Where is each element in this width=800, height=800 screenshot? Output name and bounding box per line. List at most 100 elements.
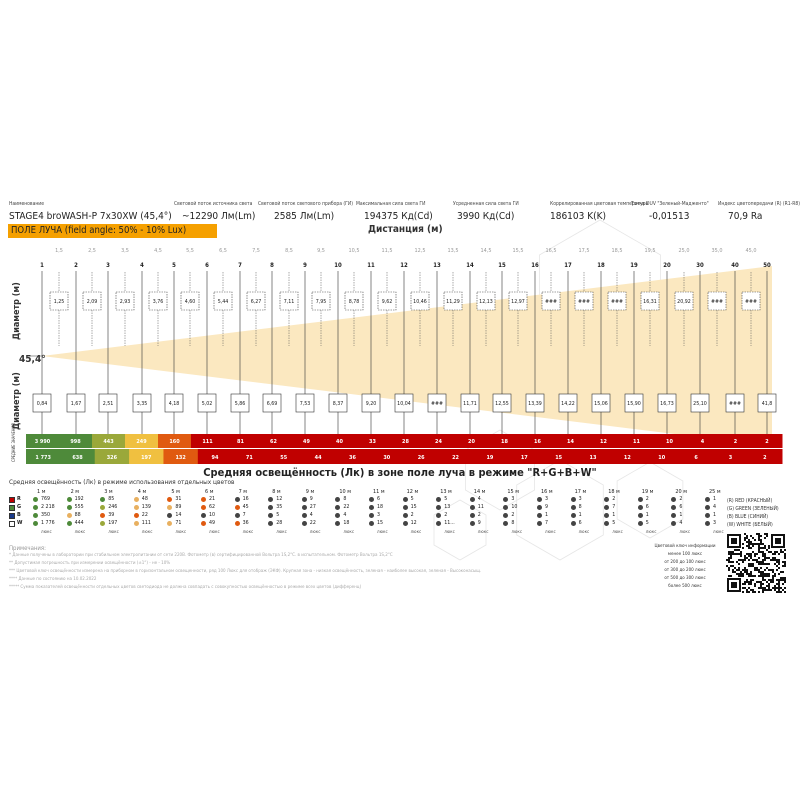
diameter-top-value: 4,60 [185,299,196,305]
lux-dot [671,521,677,526]
lux-dot [503,497,509,502]
diameter-bottom-value: 5,86 [235,401,246,407]
diameter-bottom-box [657,393,677,413]
header-value: 186103 K(K) [550,211,607,222]
diameter-top-box [213,291,233,311]
legend-lux-value: 45 [242,504,249,510]
lux-dot [100,521,106,526]
legend-distance: 11 м [373,489,385,495]
legend-lux-value: 7 [242,512,246,518]
scale-key-item: Цветовой ключ информации [654,544,716,549]
legend-lux-value: 39 [108,512,115,518]
legend-lux-value: 2 [410,512,414,518]
diameter-bottom-value: 12,55 [495,401,509,407]
half-distance-label: 7,5 [252,248,260,254]
diameter-bottom-box [361,393,381,413]
distance-label: 14 [466,262,474,269]
legend-distance: 2 м [70,489,80,495]
distance-label: 15 [498,262,506,269]
lux-unit-label: люкс [612,530,623,535]
legend-lux-value: 5 [410,496,414,502]
beam-fill [42,266,772,446]
legend-lux-value: 14 [175,512,182,518]
legend-lux-value: 9 [309,496,313,502]
diameter-bottom-value: 0,84 [37,401,48,407]
half-distance-label: 35,0 [711,248,722,254]
legend-lux-value: 6 [645,504,649,510]
lux-dot [66,505,72,510]
lux-upper-value: 11 [633,439,640,445]
legend-lux-value: 2 [444,512,448,518]
legend-lux-value: 15 [410,504,417,510]
lux-dot [33,521,38,526]
lux-lower-value: 1 773 [35,455,51,461]
legend-lux-value: 4 [713,504,717,510]
header-value: STAGE4 broWASH-P 7x30XW (45,4°) [9,211,172,222]
diameter-bottom-box [197,393,217,413]
lux-dot [671,513,677,518]
lux-dot [537,497,542,502]
legend-lux-value: 1 [713,496,717,502]
lux-upper-bar [191,434,225,448]
lux-upper-bar [290,434,324,448]
lux-unit-label: люкс [578,530,590,535]
lux-dot [402,513,408,518]
lux-lower-value: 12 [624,455,631,461]
diameter-top-box [674,291,694,311]
half-distance-labels: 1,5 2,5 3,5 4,5 5,5 6,5 7,5 8,5 9,5 10,5 11,5 12,5 1… [55,248,756,254]
diameter-label-top: Диаметр (м) [12,282,22,340]
diameter-bottom-box [98,393,118,413]
lux-upper-bar [488,434,522,448]
diameter-bottom-box [525,393,545,413]
half-distance-label: 10,5 [348,248,359,254]
legend-distance: 19 м [641,489,654,495]
lux-unit-label: люкс [444,530,455,535]
legend-distance: 9 м [305,489,315,495]
lux-upper-value: 249 [136,439,147,445]
beam-angle-label: 45,4° [19,354,46,365]
lux-lower-value: 71 [246,455,253,461]
diameter-top-box [115,291,135,311]
diameter-bottom-box [492,393,512,413]
diameter-bottom-box [262,393,282,413]
lux-dot [66,513,72,518]
diameter-bottom-value: 15,06 [594,401,608,407]
diameter-top-box [707,291,727,311]
header-label: Максимальная сила света ГИ [356,201,426,207]
lux-upper-value: 160 [169,439,180,445]
diameter-top-value: 16,31 [643,299,657,305]
lux-unit-label: люкс [242,530,254,535]
scale-key-item: более 500 люкс [668,584,702,589]
diameter-top-box [476,291,496,311]
lux-dot [301,521,307,526]
legend-lux-value: 36 [242,520,249,526]
lux-dot [436,513,442,518]
legend-lux-value: 12 [410,520,417,526]
lux-unit-label: люкс [343,530,355,535]
diameter-bottom-box [32,393,52,413]
lux-upper-value: 14 [567,439,574,445]
lux-upper-bar [356,434,390,448]
channel-letter: B [17,512,21,518]
lux-dot [133,497,139,502]
legend-distance: 3 м [104,489,113,495]
lux-lower-bar [300,449,336,464]
distance-label: 16 [531,262,539,269]
legend-lux-value: 139 [141,504,151,510]
lux-upper-bar [92,434,126,448]
half-distance-label: 25,0 [678,248,689,254]
note-line: ***** Сумма показателей освещённости отд… [9,585,362,590]
legend-lux-value: 2 [477,512,481,518]
diameter-top-value: 12,97 [511,299,525,305]
lux-upper-bar [422,434,456,448]
lux-dot [100,497,106,502]
lux-lower-value: 22 [452,455,459,461]
half-distance-label: 8,5 [285,248,293,254]
legend-lux-value: 6 [377,496,381,502]
legend-lux-value: 2 [511,512,515,518]
diameter-top-value: 20,92 [677,299,691,305]
lux-lower-value: 17 [521,455,528,461]
lux-upper-bar [158,434,192,448]
legend-distance: 25 м [709,489,721,495]
bg-hexagon [616,461,684,539]
